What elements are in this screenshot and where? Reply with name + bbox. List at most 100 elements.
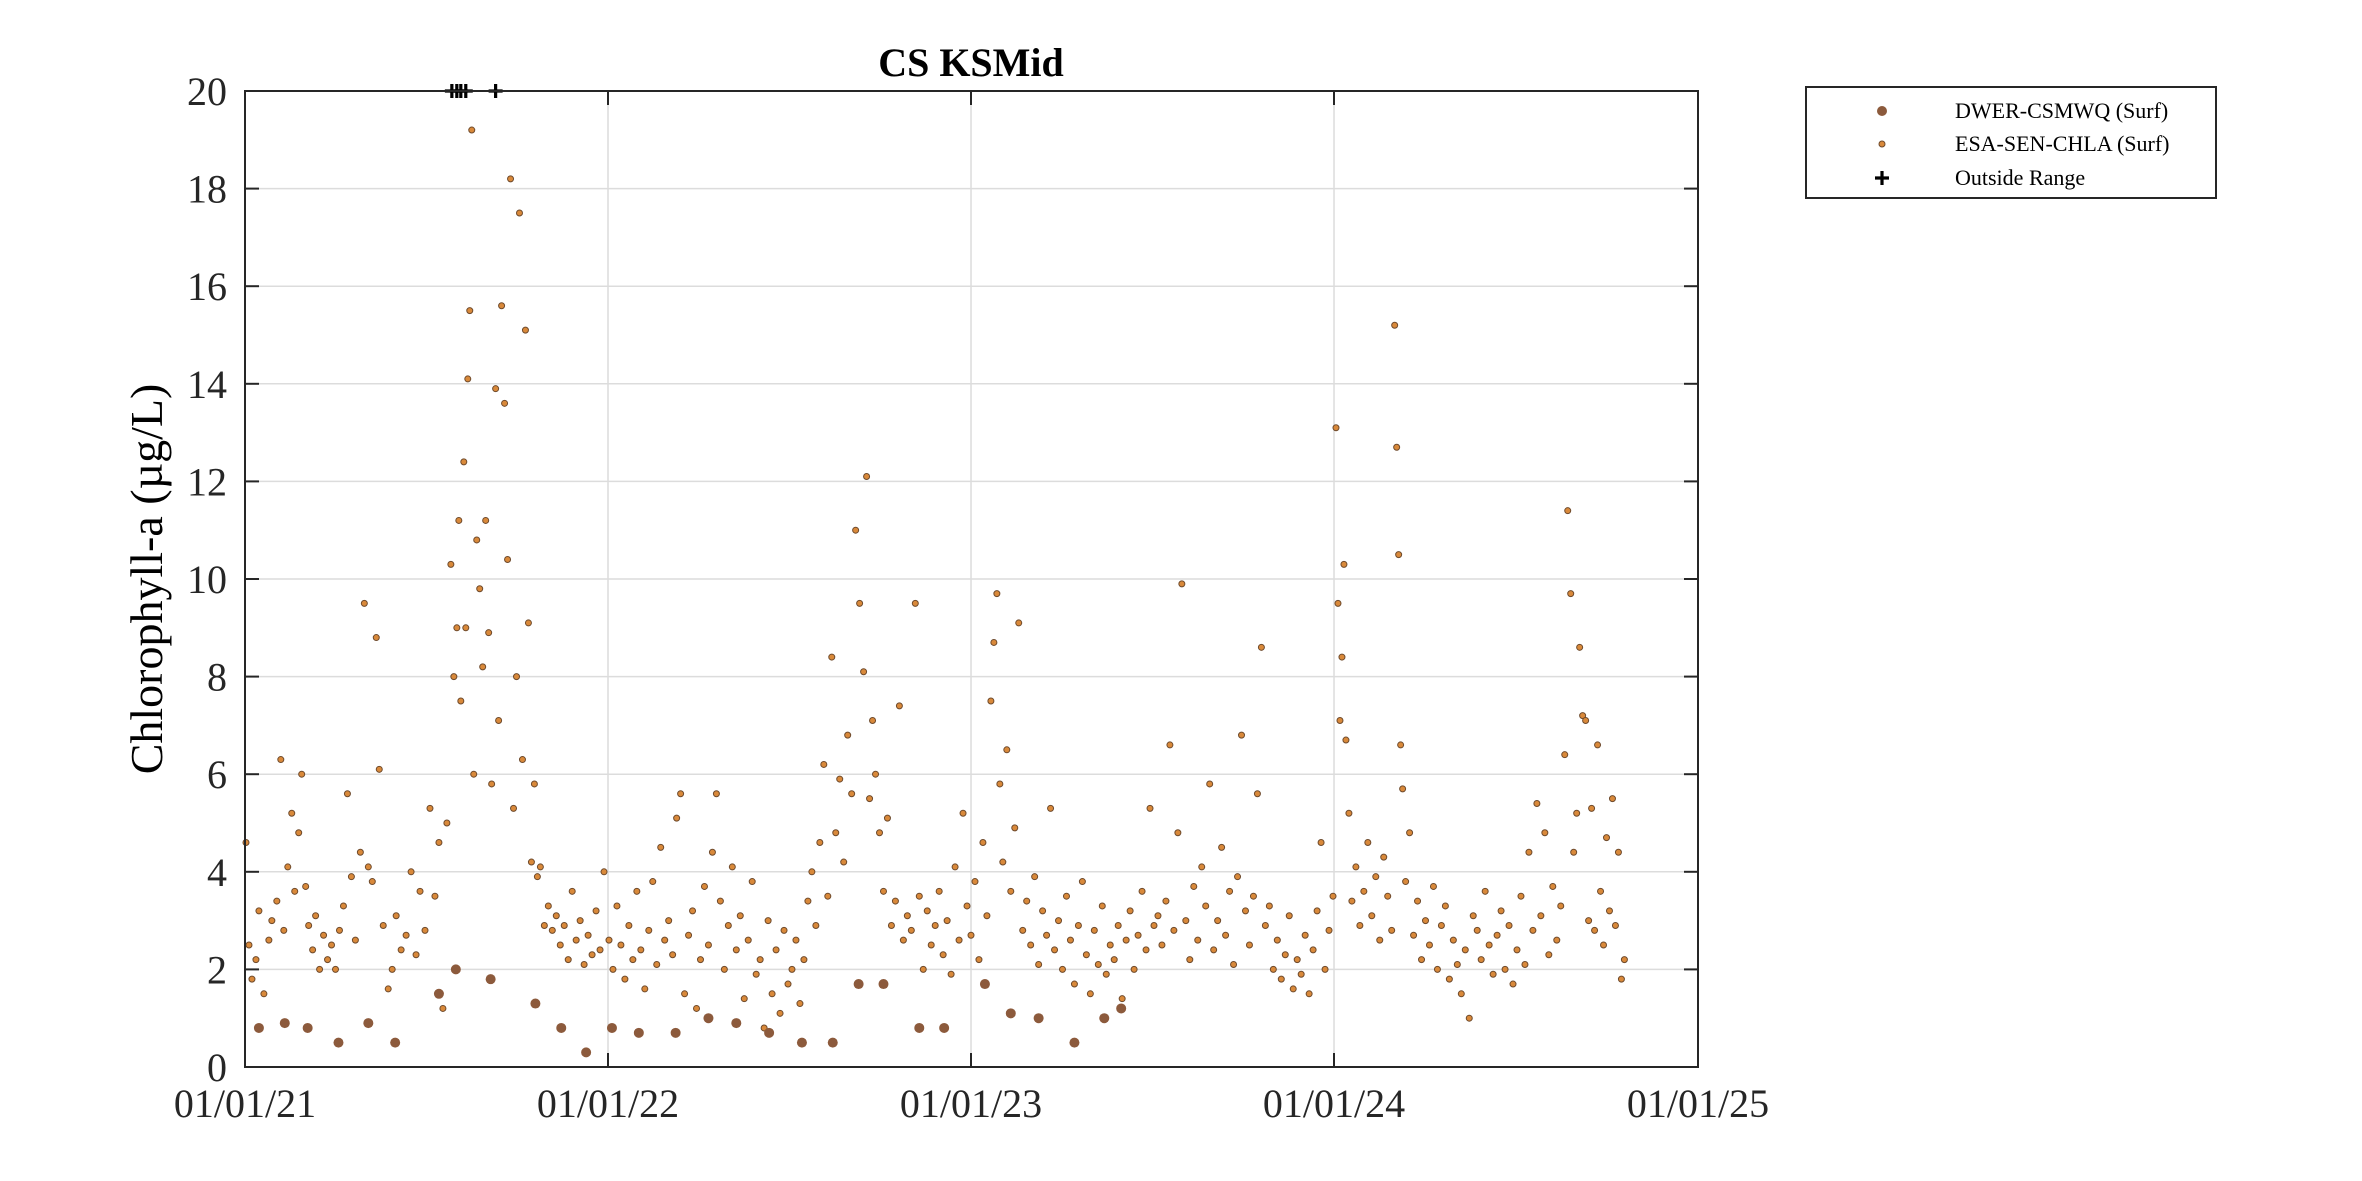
esa-data-point xyxy=(1102,970,1110,978)
dwer-data-point xyxy=(333,1037,344,1048)
esa-data-point xyxy=(993,590,1001,598)
esa-data-point xyxy=(1182,917,1190,925)
esa-data-point xyxy=(792,936,800,944)
esa-data-point xyxy=(1340,560,1348,568)
esa-data-point xyxy=(384,985,392,993)
esa-data-point xyxy=(923,907,931,915)
esa-data-point xyxy=(629,956,637,964)
esa-data-point xyxy=(869,717,877,725)
esa-data-point xyxy=(863,473,871,481)
dwer-data-point xyxy=(670,1027,681,1038)
esa-data-point xyxy=(513,673,521,681)
esa-data-point xyxy=(876,829,884,837)
dwer-data-point xyxy=(279,1018,290,1029)
esa-data-point xyxy=(312,912,320,920)
esa-data-point xyxy=(510,804,518,812)
esa-data-point xyxy=(309,946,317,954)
data-points xyxy=(242,84,1628,1058)
dwer-data-point xyxy=(433,988,444,999)
esa-data-point xyxy=(356,848,364,856)
esa-data-point xyxy=(1489,970,1497,978)
esa-data-point xyxy=(975,956,983,964)
esa-data-point xyxy=(836,775,844,783)
esa-data-point xyxy=(1469,912,1477,920)
esa-data-point xyxy=(455,516,463,524)
esa-data-point xyxy=(260,990,268,998)
esa-data-point xyxy=(1513,946,1521,954)
esa-data-point xyxy=(996,780,1004,788)
dwer-data-point xyxy=(914,1022,925,1033)
esa-data-point xyxy=(1517,892,1525,900)
esa-data-point xyxy=(504,555,512,563)
esa-data-point xyxy=(772,946,780,954)
y-tick-label: 12 xyxy=(187,459,227,504)
esa-data-point xyxy=(533,873,541,881)
esa-data-point xyxy=(796,1000,804,1008)
esa-data-point xyxy=(1445,975,1453,983)
esa-data-point xyxy=(848,790,856,798)
y-tick-label: 6 xyxy=(207,752,227,797)
dwer-data-point xyxy=(703,1013,714,1024)
esa-data-point xyxy=(507,175,515,183)
esa-data-point xyxy=(1372,873,1380,881)
esa-data-point xyxy=(588,951,596,959)
esa-data-point xyxy=(756,956,764,964)
esa-data-point xyxy=(443,819,451,827)
esa-data-point xyxy=(1553,936,1561,944)
esa-data-point xyxy=(560,921,568,929)
esa-data-point xyxy=(1122,936,1130,944)
y-tick-label: 14 xyxy=(187,362,227,407)
esa-data-point xyxy=(335,926,343,934)
esa-data-point xyxy=(1070,980,1078,988)
esa-data-point xyxy=(1332,424,1340,432)
esa-data-point xyxy=(1588,804,1596,812)
esa-data-point xyxy=(540,921,548,929)
esa-data-point xyxy=(1591,926,1599,934)
esa-data-point xyxy=(788,965,796,973)
dwer-data-point xyxy=(1005,1008,1016,1019)
esa-data-point xyxy=(288,809,296,817)
esa-data-point xyxy=(1567,590,1575,598)
esa-data-point xyxy=(1241,907,1249,915)
esa-data-point xyxy=(1249,892,1257,900)
esa-data-point xyxy=(693,1004,701,1012)
esa-data-point xyxy=(657,843,665,851)
esa-data-point xyxy=(971,878,979,886)
esa-data-point xyxy=(935,887,943,895)
esa-data-point xyxy=(915,892,923,900)
esa-data-point xyxy=(812,921,820,929)
dwer-data-point xyxy=(302,1022,313,1033)
esa-data-point xyxy=(665,917,673,925)
x-tick-label: 01/01/22 xyxy=(537,1081,679,1126)
esa-data-point xyxy=(1206,780,1214,788)
esa-data-point xyxy=(265,936,273,944)
esa-data-point xyxy=(1325,926,1333,934)
esa-data-point xyxy=(653,961,661,969)
esa-data-point xyxy=(473,536,481,544)
esa-data-point xyxy=(488,780,496,788)
dwer-data-point xyxy=(796,1037,807,1048)
esa-data-point xyxy=(476,585,484,593)
esa-data-point xyxy=(1614,848,1622,856)
esa-data-point xyxy=(1289,985,1297,993)
esa-data-point xyxy=(704,941,712,949)
esa-data-point xyxy=(1465,1014,1473,1022)
esa-data-point xyxy=(1329,892,1337,900)
esa-data-point xyxy=(1505,921,1513,929)
esa-data-point xyxy=(1082,951,1090,959)
esa-data-point xyxy=(527,858,535,866)
esa-data-point xyxy=(1533,799,1541,807)
y-tick-label: 20 xyxy=(187,69,227,114)
esa-data-point xyxy=(1130,965,1138,973)
esa-data-point xyxy=(1261,921,1269,929)
esa-data-point xyxy=(990,638,998,646)
esa-data-point xyxy=(280,926,288,934)
dwer-data-point xyxy=(390,1037,401,1048)
esa-data-point xyxy=(621,975,629,983)
esa-data-point xyxy=(1501,965,1509,973)
esa-data-point xyxy=(1218,843,1226,851)
esa-data-point xyxy=(872,770,880,778)
esa-data-point xyxy=(1301,931,1309,939)
esa-data-point xyxy=(460,458,468,466)
